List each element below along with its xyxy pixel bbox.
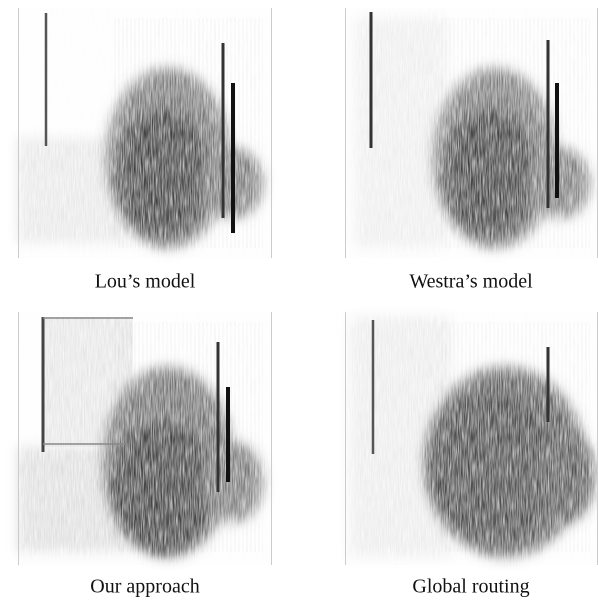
panel-ours: [18, 312, 272, 565]
panel-westra: [345, 8, 598, 258]
panel-lou: [18, 8, 272, 258]
caption: Westra’s model: [409, 271, 533, 293]
figure: Lou’s model Westra’s model Our approach …: [0, 0, 598, 601]
caption: Our approach: [90, 576, 199, 598]
density-shape: [345, 8, 598, 258]
density-shape: [18, 312, 272, 565]
caption: Global routing: [412, 576, 529, 598]
caption: Lou’s model: [95, 271, 196, 293]
density-shape: [345, 312, 598, 565]
panel-global: [345, 312, 598, 565]
